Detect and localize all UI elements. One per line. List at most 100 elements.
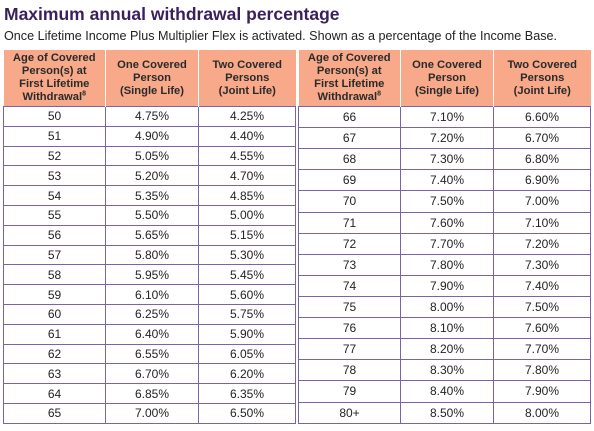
- joint-life-cell: 6.80%: [493, 148, 591, 171]
- header-two-covered: Two Covered Persons (Joint Life): [493, 50, 591, 107]
- joint-life-cell: 7.80%: [493, 359, 591, 382]
- page-subtitle: Once Lifetime Income Plus Multiplier Fle…: [4, 29, 557, 43]
- header-one-covered: One Covered Person (Single Life): [400, 50, 494, 107]
- table-row: 79 8.40% 7.90%: [298, 380, 591, 403]
- table-row: 75 8.00% 7.50%: [298, 295, 591, 319]
- withdrawal-table-right: Age of Covered Person(s) at First Lifeti…: [298, 50, 591, 424]
- single-life-cell: 7.90%: [400, 274, 494, 297]
- joint-life-cell: 7.60%: [493, 317, 591, 340]
- single-life-cell: 5.95%: [105, 264, 199, 286]
- single-life-cell: 5.80%: [105, 244, 199, 266]
- age-cell: 59: [3, 284, 106, 305]
- joint-life-cell: 5.15%: [198, 224, 296, 246]
- age-cell: 68: [298, 148, 401, 171]
- table-row: 67 7.20% 6.70%: [298, 127, 591, 150]
- single-life-cell: 5.50%: [105, 204, 199, 226]
- table-row: 78 8.30% 7.80%: [298, 359, 591, 382]
- header-age: Age of Covered Person(s) at First Lifeti…: [3, 50, 106, 107]
- table-row: 61 6.40% 5.90%: [3, 323, 296, 345]
- joint-life-cell: 8.00%: [493, 401, 591, 424]
- age-cell: 58: [3, 264, 106, 286]
- age-cell: 60: [3, 303, 106, 325]
- single-life-cell: 5.65%: [105, 224, 199, 246]
- withdrawal-table-left: Age of Covered Person(s) at First Lifeti…: [3, 50, 296, 424]
- header-two-covered: Two Covered Persons (Joint Life): [198, 50, 296, 107]
- table-row: 62 6.55% 6.05%: [3, 343, 296, 365]
- joint-life-cell: 7.40%: [493, 274, 591, 297]
- joint-life-cell: 7.50%: [493, 295, 591, 319]
- age-cell: 65: [3, 402, 106, 424]
- age-cell: 77: [298, 338, 401, 361]
- single-life-cell: 7.70%: [400, 232, 494, 255]
- tables-container: Age of Covered Person(s) at First Lifeti…: [3, 50, 591, 424]
- joint-life-cell: 6.90%: [493, 169, 591, 192]
- single-life-cell: 6.40%: [105, 323, 199, 345]
- single-life-cell: 7.20%: [400, 127, 494, 150]
- age-cell: 72: [298, 232, 401, 255]
- table-row: 57 5.80% 5.30%: [3, 244, 296, 266]
- footnote-marker: 8: [377, 90, 381, 98]
- table-row: 63 6.70% 6.20%: [3, 363, 296, 385]
- table-header-row: Age of Covered Person(s) at First Lifeti…: [298, 50, 591, 107]
- single-life-cell: 5.05%: [105, 145, 199, 167]
- age-cell: 53: [3, 165, 106, 187]
- joint-life-cell: 6.35%: [198, 383, 296, 404]
- table-header-row: Age of Covered Person(s) at First Lifeti…: [3, 50, 296, 107]
- single-life-cell: 6.25%: [105, 303, 199, 325]
- age-cell: 75: [298, 295, 401, 319]
- table-row: 69 7.40% 6.90%: [298, 169, 591, 192]
- single-life-cell: 7.80%: [400, 253, 494, 276]
- single-life-cell: 8.40%: [400, 380, 494, 403]
- table-row: 52 5.05% 4.55%: [3, 145, 296, 167]
- age-cell: 63: [3, 363, 106, 385]
- single-life-cell: 8.00%: [400, 295, 494, 319]
- table-row: 72 7.70% 7.20%: [298, 232, 591, 255]
- age-cell: 61: [3, 323, 106, 345]
- joint-life-cell: 5.45%: [198, 264, 296, 286]
- age-cell: 57: [3, 244, 106, 266]
- age-cell: 79: [298, 380, 401, 403]
- single-life-cell: 8.50%: [400, 401, 494, 424]
- age-cell: 80+: [298, 401, 401, 424]
- age-cell: 64: [3, 383, 106, 404]
- header-one-covered: One Covered Person (Single Life): [105, 50, 199, 107]
- table-body-left: 50 4.75% 4.25% 51 4.90% 4.40% 52 5.05% 4.55% 53 5.…: [3, 106, 296, 424]
- age-cell: 51: [3, 125, 106, 147]
- table-row: 59 6.10% 5.60%: [3, 284, 296, 305]
- table-row: 80+ 8.50% 8.00%: [298, 401, 591, 424]
- single-life-cell: 5.20%: [105, 165, 199, 187]
- table-row: 60 6.25% 5.75%: [3, 303, 296, 325]
- table-row: 65 7.00% 6.50%: [3, 402, 296, 424]
- single-life-cell: 4.90%: [105, 125, 199, 147]
- joint-life-cell: 7.90%: [493, 380, 591, 403]
- joint-life-cell: 4.25%: [198, 106, 296, 127]
- single-life-cell: 8.30%: [400, 359, 494, 382]
- single-life-cell: 4.75%: [105, 106, 199, 127]
- joint-life-cell: 4.55%: [198, 145, 296, 167]
- age-cell: 71: [298, 211, 401, 234]
- table-row: 51 4.90% 4.40%: [3, 125, 296, 147]
- single-life-cell: 7.10%: [400, 105, 494, 129]
- table-row: 74 7.90% 7.40%: [298, 274, 591, 297]
- joint-life-cell: 5.30%: [198, 244, 296, 266]
- age-cell: 55: [3, 204, 106, 226]
- age-cell: 52: [3, 145, 106, 167]
- table-row: 50 4.75% 4.25%: [3, 106, 296, 127]
- table-row: 54 5.35% 4.85%: [3, 185, 296, 206]
- joint-life-cell: 7.10%: [493, 211, 591, 234]
- joint-life-cell: 5.60%: [198, 284, 296, 305]
- table-body-right: 66 7.10% 6.60% 67 7.20% 6.70% 68 7.30% 6.80% 69 7.…: [298, 105, 591, 424]
- single-life-cell: 8.10%: [400, 317, 494, 340]
- single-life-cell: 7.30%: [400, 148, 494, 171]
- table-row: 55 5.50% 5.00%: [3, 204, 296, 226]
- single-life-cell: 7.50%: [400, 190, 494, 213]
- age-cell: 54: [3, 185, 106, 206]
- single-life-cell: 6.70%: [105, 363, 199, 385]
- single-life-cell: 7.40%: [400, 169, 494, 192]
- joint-life-cell: 6.50%: [198, 402, 296, 424]
- age-cell: 70: [298, 190, 401, 213]
- table-row: 77 8.20% 7.70%: [298, 338, 591, 361]
- table-row: 56 5.65% 5.15%: [3, 224, 296, 246]
- joint-life-cell: 6.20%: [198, 363, 296, 385]
